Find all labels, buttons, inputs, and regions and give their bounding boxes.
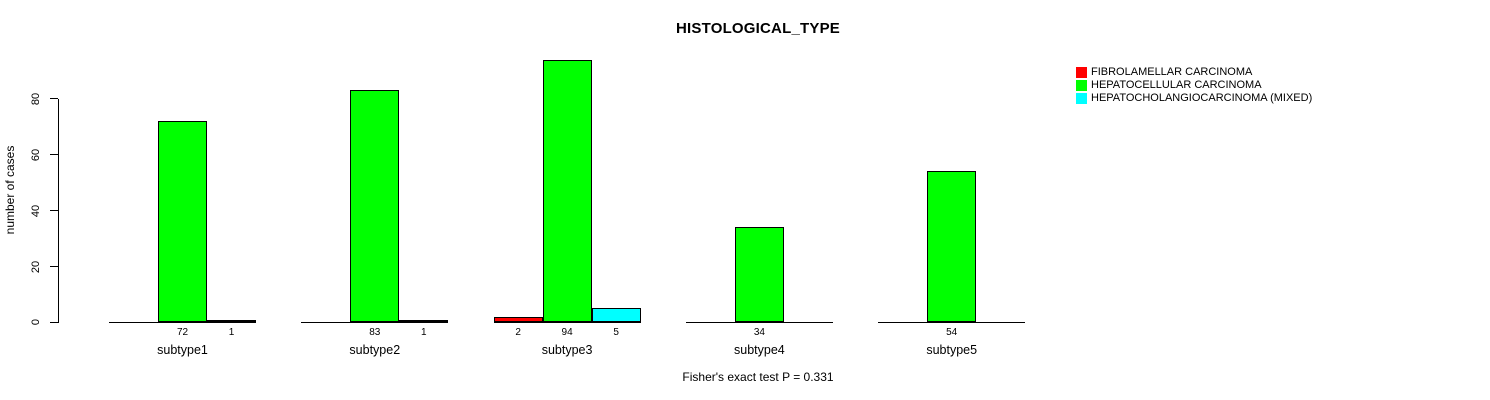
bar-value-label: 5 [613,327,619,338]
y-tick-label: 60 [30,148,42,161]
bar-value-label: 72 [176,327,189,338]
bar-subtype1-series2 [158,121,207,323]
bar-value-label: 2 [515,327,521,338]
legend-swatch-2 [1076,79,1087,91]
y-tick-label: 0 [30,319,42,326]
group-baseline [493,321,641,323]
group-baseline [301,321,449,323]
category-label-subtype5: subtype5 [926,342,978,357]
bar-subtype4-series2 [734,227,784,323]
bar-subtype3-series2 [542,59,592,323]
legend-swatch-3 [1076,93,1087,105]
bar-value-label: 1 [421,327,427,338]
group-baseline [109,321,256,323]
bar-subtype2-series2 [350,90,400,323]
y-tick-label: 40 [30,204,42,217]
y-axis-tick [49,98,58,100]
legend-label-3: HEPATOCHOLANGIOCARCINOMA (MIXED) [1091,92,1313,105]
bar-value-label: 54 [946,327,958,338]
chart-title: HISTOLOGICAL_TYPE [676,20,840,37]
bar-value-label: 1 [228,327,235,338]
y-axis-line [57,98,59,324]
y-axis-tick [49,210,58,212]
bar-value-label: 34 [753,327,765,338]
y-tick-label: 80 [30,92,42,105]
bar-subtype5-series2 [927,171,977,323]
y-tick-label: 20 [30,260,42,273]
bar-subtype3-series3 [591,308,641,323]
bar-subtype1-series3 [207,319,256,323]
category-label-subtype3: subtype3 [541,342,593,357]
legend-label-2: HEPATOCELLULAR CARCINOMA [1091,78,1262,91]
category-label-subtype4: subtype4 [734,342,785,357]
category-label-subtype2: subtype2 [349,342,401,357]
chart-footnote: Fisher's exact test P = 0.331 [682,370,834,384]
bar-subtype3-series1 [493,316,543,323]
y-axis-tick [49,321,58,323]
legend-label-1: FIBROLAMELLAR CARCINOMA [1091,65,1253,78]
y-axis-tick [49,266,58,267]
group-baseline [878,321,1026,323]
bar-value-label: 94 [561,327,573,338]
bar-subtype2-series3 [399,319,449,323]
bar-value-label: 83 [369,327,381,338]
y-axis-tick [49,154,58,156]
legend-swatch-1 [1076,66,1087,78]
category-label-subtype1: subtype1 [157,342,208,357]
group-baseline [685,321,833,323]
